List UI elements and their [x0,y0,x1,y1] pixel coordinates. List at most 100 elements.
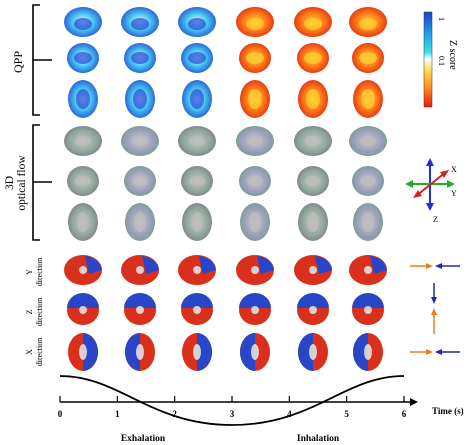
brain-inner-region [251,344,259,360]
brain-blue-region [257,256,274,274]
brain-thumbnail [67,166,99,196]
brain-blue-region [125,333,140,371]
x-axis-arrowhead-right [440,170,449,178]
brain-blue-region [370,256,387,274]
brain-inner-region [359,18,377,30]
zscore-colorbar: 1 0.1 Z score [423,11,458,108]
flow-label-line1: 3D [4,176,16,190]
brain-inner-region [131,18,149,30]
brain-inner-region [304,52,322,64]
z-axis-arrowhead-top [426,158,434,166]
x-direction-label-2: direction [35,338,44,366]
y-axis-arrowhead-left [405,180,413,188]
brain-thumbnail [352,293,384,325]
brain-inner-region [193,266,201,274]
time-tick-label: 6 [402,409,407,419]
brain-thumbnail [64,126,102,156]
colorbar-title: Z score [447,40,458,70]
brain-inner-region [359,52,377,64]
brain-thumbnail [124,166,156,196]
brain-thumbnail [294,7,332,37]
brain-thumbnail [124,43,156,73]
brain-inner-region [136,266,144,274]
brain-inner-region [77,212,89,232]
brain-inner-region [247,176,263,186]
brain-thumbnail [181,166,213,196]
x-axis-arrow [415,171,447,197]
brain-inner-region [309,266,317,274]
brain-blue-region [240,333,255,371]
colorbar-top-tick: 1 [437,17,446,21]
inhalation-label: Inhalation [297,434,340,444]
brain-thumbnail [353,333,383,371]
brain-inner-region [133,89,147,109]
brain-inner-region [188,52,206,64]
brain-thumbnail [178,126,216,156]
brain-thumbnail [349,7,387,37]
brain-thumbnail [68,333,98,371]
brain-thumbnail [236,255,274,285]
brain-thumbnail [240,203,270,241]
brain-thumbnail [298,203,328,241]
brain-thumbnail [352,43,384,73]
brain-thumbnail [67,293,99,325]
exhalation-label: Exhalation [121,434,166,444]
brain-inner-region [193,306,201,314]
brain-inner-region [188,18,206,30]
brain-thumbnail [298,333,328,371]
brain-inner-region [246,18,264,30]
time-tick-label: 4 [287,409,292,419]
colorbar-gradient [423,11,433,108]
time-ticks: 0 1 2 3 4 5 6 [58,396,407,419]
y-orange-arrowhead [426,263,433,269]
brain-thumbnail [349,126,387,156]
x-axis-label: X [451,165,457,174]
brain-inner-region [131,52,149,64]
brain-thumbnail [67,43,99,73]
brain-thumbnail [239,43,271,73]
brain-inner-region [132,176,148,186]
axes-orientation-icon: X Y Z [405,158,457,224]
brain-inner-region [309,344,317,360]
brain-thumbnail [68,80,98,118]
brain-inner-region [79,266,87,274]
x-axis-arrowhead-left [413,190,422,198]
brain-inner-region [190,89,204,109]
brain-thumbnail [297,166,329,196]
qpp-label: QPP [11,51,25,73]
z-direction-label-2: direction [35,298,44,326]
y-direction-label-1: Y [25,269,34,275]
brain-blue-region [181,293,213,308]
brain-blue-region [352,293,384,308]
brain-thumbnail [236,7,274,37]
respiration-curve [59,375,405,426]
y-direction-label-2: direction [35,258,44,286]
brain-inner-region [75,176,91,186]
brain-inner-region [134,212,146,232]
brain-inner-region [79,344,87,360]
brain-thumbnail [239,293,271,325]
brain-inner-region [248,89,262,109]
brain-thumbnail [294,255,332,285]
brain-inner-region [136,306,144,314]
brain-thumbnail [125,80,155,118]
brain-thumbnail [68,203,98,241]
brain-inner-region [191,212,203,232]
time-tick-label: 5 [344,409,349,419]
brain-thumbnail [298,80,328,118]
brain-thumbnail [297,293,329,325]
brain-thumbnail [240,80,270,118]
left-group-labels: QPP 3D optical flow Y direction Z direct… [4,4,52,366]
time-tick-label: 2 [172,409,177,419]
brain-blue-region [67,293,99,308]
time-tick-label: 1 [115,409,120,419]
brain-thumbnail [121,7,159,37]
z-axis-label: Z [433,215,438,224]
brain-inner-region [189,136,205,146]
brain-inner-region [76,89,90,109]
direction-indicators [410,263,460,355]
brain-inner-region [364,266,372,274]
brain-thumbnail [121,126,159,156]
time-tick-label: 3 [230,409,235,419]
brain-thumbnail [352,166,384,196]
